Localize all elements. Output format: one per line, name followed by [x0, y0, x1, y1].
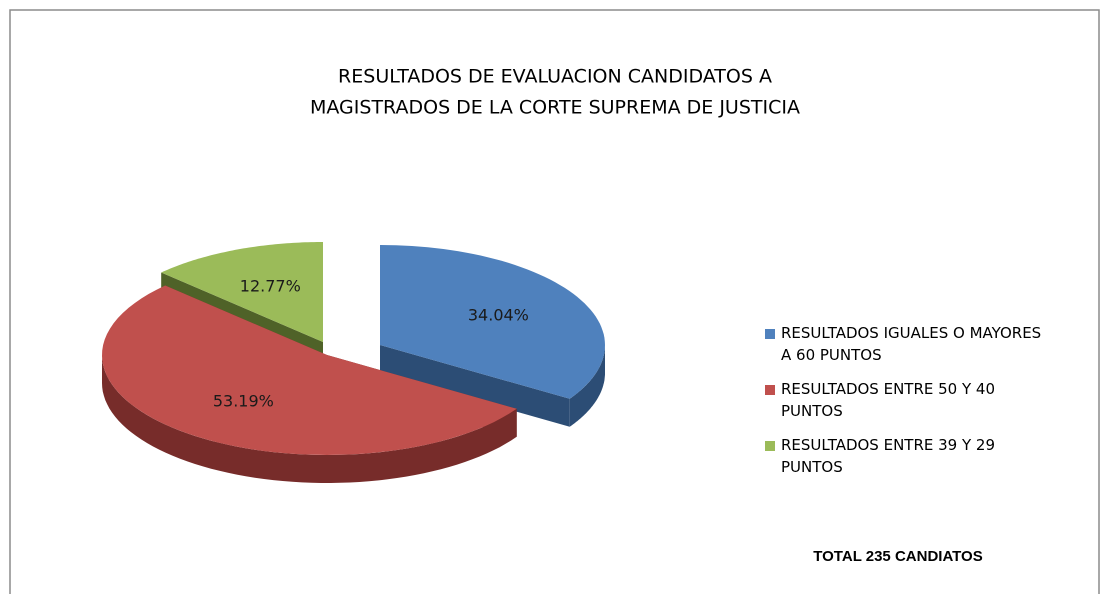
legend-item: RESULTADOS ENTRE 39 Y 29 PUNTOS [765, 434, 1046, 478]
legend-item: RESULTADOS ENTRE 50 Y 40 PUNTOS [765, 378, 1046, 422]
legend-item: RESULTADOS IGUALES O MAYORES A 60 PUNTOS [765, 322, 1046, 366]
chart-border [9, 9, 1100, 594]
legend: RESULTADOS IGUALES O MAYORES A 60 PUNTOS… [765, 322, 1065, 490]
chart-title: RESULTADOS DE EVALUACION CANDIDATOS A [338, 66, 772, 88]
slice-top [161, 242, 323, 342]
data-label: 53.19% [213, 392, 274, 411]
chart-title: MAGISTRADOS DE LA CORTE SUPREMA DE JUSTI… [310, 97, 800, 119]
slice-top [380, 245, 605, 399]
data-label: 34.04% [468, 306, 529, 325]
slice-side [380, 345, 570, 427]
legend-label: RESULTADOS ENTRE 50 Y 40 PUNTOS [781, 380, 995, 420]
pie-slice [380, 245, 605, 427]
slice-top [102, 285, 517, 455]
slice-wall [569, 345, 605, 427]
annotation: TOTAL 235 CANDIATOS [813, 548, 983, 565]
legend-label: RESULTADOS ENTRE 39 Y 29 PUNTOS [781, 436, 995, 476]
legend-label: RESULTADOS IGUALES O MAYORES A 60 PUNTOS [781, 324, 1042, 364]
legend-swatch [765, 329, 775, 339]
legend-swatch [765, 441, 775, 451]
pie-slice [102, 285, 517, 483]
legend-swatch [765, 385, 775, 395]
data-label: 12.77% [240, 276, 301, 295]
slice-wall [102, 355, 517, 483]
